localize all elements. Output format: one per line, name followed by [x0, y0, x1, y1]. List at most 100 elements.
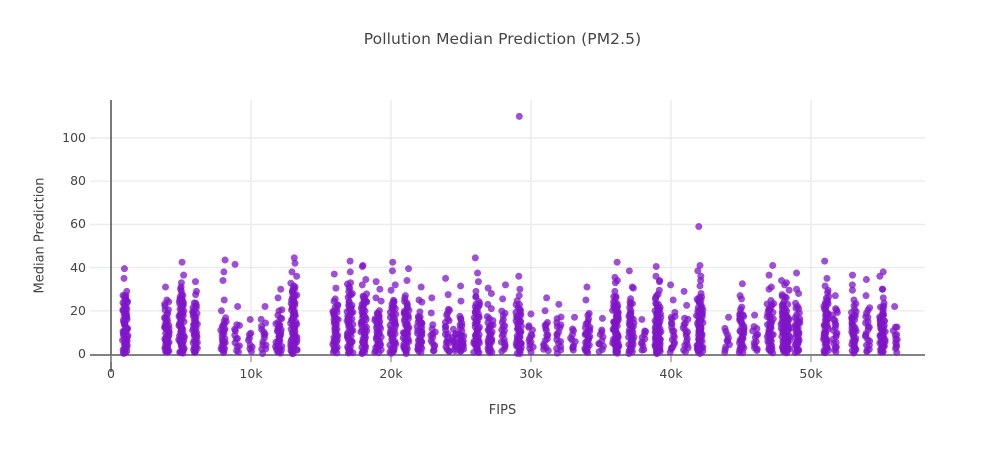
- data-point: [120, 274, 128, 282]
- data-point: [629, 284, 637, 292]
- data-point: [848, 281, 856, 289]
- data-point: [346, 257, 354, 265]
- data-point: [641, 327, 649, 335]
- data-point: [569, 325, 577, 333]
- data-point: [879, 304, 887, 312]
- data-point: [694, 267, 702, 275]
- data-point: [502, 281, 509, 289]
- data-point: [821, 257, 829, 265]
- data-point: [697, 272, 705, 280]
- data-point: [120, 293, 128, 301]
- data-point: [162, 283, 170, 291]
- data-point: [372, 278, 380, 286]
- data-points-layer: [119, 112, 901, 358]
- data-point: [362, 275, 370, 283]
- data-point: [428, 294, 436, 302]
- data-point: [515, 306, 523, 314]
- data-point: [656, 278, 664, 286]
- data-point: [405, 265, 413, 273]
- data-point: [445, 305, 453, 313]
- data-point: [653, 292, 661, 300]
- y-tick-label: 0: [78, 346, 86, 361]
- data-point: [261, 302, 269, 310]
- data-point: [474, 278, 482, 286]
- data-point: [585, 309, 593, 317]
- data-point: [416, 313, 424, 321]
- data-point: [638, 315, 646, 323]
- data-point: [192, 291, 200, 299]
- x-tick-label: 10k: [239, 366, 263, 381]
- data-point: [363, 290, 371, 298]
- data-point: [891, 302, 899, 310]
- x-tick-label: 50k: [799, 366, 823, 381]
- data-point: [695, 223, 703, 231]
- data-point: [823, 274, 831, 282]
- data-point: [376, 285, 384, 293]
- data-point: [459, 339, 467, 347]
- data-point: [784, 314, 792, 322]
- y-axis-title: Median Prediction: [32, 177, 48, 294]
- data-point: [862, 275, 870, 283]
- data-point: [866, 304, 874, 312]
- data-point: [767, 297, 775, 305]
- data-point: [359, 261, 367, 269]
- data-point: [848, 286, 856, 294]
- data-point: [346, 268, 354, 276]
- data-point: [418, 298, 426, 306]
- data-point: [751, 311, 759, 319]
- data-point: [852, 300, 860, 308]
- data-point: [583, 283, 591, 291]
- data-point: [683, 301, 691, 309]
- data-point: [219, 277, 227, 285]
- data-point: [721, 324, 729, 332]
- data-point: [277, 285, 285, 293]
- data-point: [793, 269, 801, 277]
- data-point: [652, 263, 660, 271]
- data-point: [824, 286, 832, 294]
- data-point: [257, 315, 265, 323]
- data-point: [275, 321, 283, 329]
- data-point: [696, 282, 704, 290]
- data-point: [291, 259, 299, 267]
- data-point: [247, 329, 255, 337]
- x-tick-label: 20k: [379, 366, 403, 381]
- data-point: [293, 272, 301, 280]
- data-point: [697, 290, 705, 298]
- data-point: [222, 314, 230, 322]
- data-point: [390, 296, 398, 304]
- data-point: [831, 292, 839, 300]
- data-point: [626, 310, 634, 318]
- data-point: [347, 279, 355, 287]
- data-point: [389, 258, 397, 266]
- data-point: [231, 260, 239, 268]
- data-point: [217, 307, 225, 315]
- x-axis-title: FIPS: [488, 403, 517, 418]
- data-point: [345, 301, 353, 309]
- data-point: [598, 326, 606, 334]
- data-point: [738, 295, 746, 303]
- data-point: [671, 308, 679, 316]
- data-point: [681, 314, 689, 322]
- data-point: [401, 294, 409, 302]
- data-point: [499, 295, 507, 303]
- data-point: [625, 267, 633, 275]
- data-point: [832, 305, 840, 313]
- data-point: [457, 282, 465, 290]
- data-point: [348, 290, 356, 298]
- data-point: [525, 322, 533, 330]
- data-point: [626, 298, 634, 306]
- data-point: [754, 331, 762, 339]
- page-title: Pollution Median Prediction (PM2.5): [363, 30, 642, 48]
- data-point: [750, 323, 758, 331]
- data-point: [287, 279, 295, 287]
- data-point: [387, 286, 395, 294]
- x-tick-label: 0: [107, 366, 115, 381]
- data-point: [180, 271, 188, 279]
- data-point: [612, 292, 620, 300]
- data-point: [527, 310, 535, 318]
- grid-layer: [90, 100, 925, 355]
- data-point: [483, 313, 491, 321]
- data-point: [220, 268, 228, 276]
- data-point: [163, 296, 171, 304]
- data-point: [220, 296, 228, 304]
